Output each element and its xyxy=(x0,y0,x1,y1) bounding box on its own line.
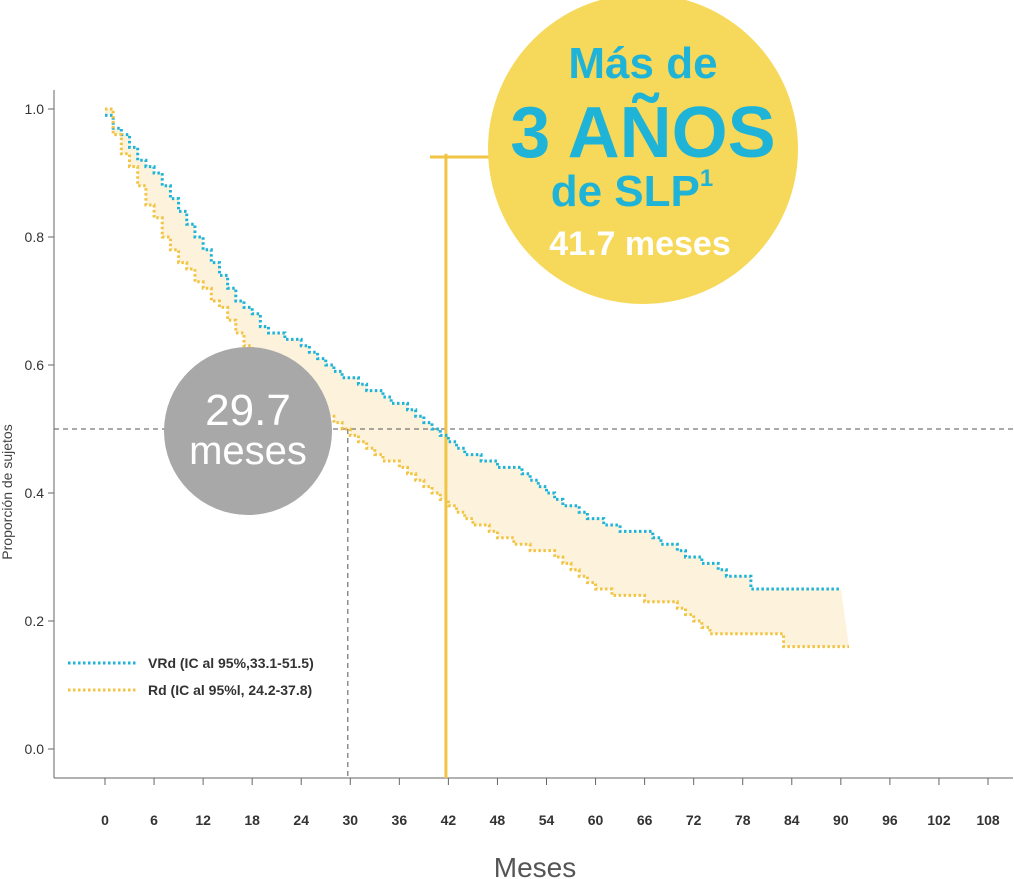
x-tick-label: 108 xyxy=(976,812,1000,828)
x-tick-label: 84 xyxy=(784,812,800,828)
callout-vrd-superscript: 1 xyxy=(700,165,713,192)
callout-vrd-line-2: 3 AÑOS xyxy=(510,92,775,173)
y-tick-label: 1.0 xyxy=(25,101,45,117)
callout-vrd-median: Más de 3 AÑOS de SLP1 41.7 meses xyxy=(430,0,798,304)
x-tick-label: 42 xyxy=(441,812,457,828)
x-tick-label: 6 xyxy=(150,812,158,828)
reference-lines xyxy=(54,153,1013,778)
x-tick-label: 36 xyxy=(392,812,408,828)
x-ticks: 0 6 12 18 24 30 36 42 48 54 60 66 72 78 84 90 96 102 108 xyxy=(101,778,1000,828)
legend-label-vrd: VRd (IC al 95%,33.1-51.5) xyxy=(148,655,314,671)
x-tick-label: 102 xyxy=(927,812,951,828)
y-axis-label: Proporción de sujetos xyxy=(0,424,15,559)
series-layer xyxy=(105,107,850,649)
x-tick-label: 30 xyxy=(342,812,358,828)
ci-shade xyxy=(105,109,850,647)
x-tick-label: 54 xyxy=(539,812,555,828)
legend: VRd (IC al 95%,33.1-51.5) Rd (IC al 95%l… xyxy=(68,655,314,698)
y-tick-label: 0.6 xyxy=(25,357,45,373)
x-tick-label: 12 xyxy=(195,812,211,828)
x-tick-label: 90 xyxy=(833,812,849,828)
callout-rd-median: 29.7 meses xyxy=(164,347,332,515)
x-tick-label: 66 xyxy=(637,812,653,828)
x-tick-label: 18 xyxy=(244,812,260,828)
callout-vrd-circle xyxy=(488,0,798,304)
y-tick-label: 0.8 xyxy=(25,229,45,245)
y-tick-label: 0.4 xyxy=(25,485,45,501)
x-axis-label: Meses xyxy=(494,852,576,879)
y-tick-label: 0.0 xyxy=(25,741,45,757)
y-ticks: 0.0 0.2 0.4 0.6 0.8 1.0 xyxy=(25,101,54,757)
x-tick-label: 60 xyxy=(588,812,604,828)
rd-curve xyxy=(105,107,850,649)
ci-shade-layer xyxy=(105,109,850,647)
y-tick-label: 0.2 xyxy=(25,613,45,629)
callout-rd-line-1: 29.7 xyxy=(205,386,291,435)
callout-rd-line-2: meses xyxy=(189,429,307,473)
x-tick-label: 96 xyxy=(882,812,898,828)
callout-vrd-line-3-text: de SLP xyxy=(551,167,700,216)
callout-vrd-line-3: de SLP1 xyxy=(551,165,714,216)
legend-label-rd: Rd (IC al 95%l, 24.2-37.8) xyxy=(148,682,312,698)
x-tick-label: 72 xyxy=(686,812,702,828)
callout-rd-circle xyxy=(164,347,332,515)
axes xyxy=(53,90,1013,779)
x-tick-label: 78 xyxy=(735,812,751,828)
x-tick-label: 0 xyxy=(101,812,109,828)
x-tick-label: 48 xyxy=(490,812,506,828)
vrd-curve xyxy=(105,113,841,591)
callout-vrd-line-4: 41.7 meses xyxy=(549,225,731,263)
x-tick-label: 24 xyxy=(293,812,309,828)
callout-vrd-line-1: Más de xyxy=(568,39,717,88)
